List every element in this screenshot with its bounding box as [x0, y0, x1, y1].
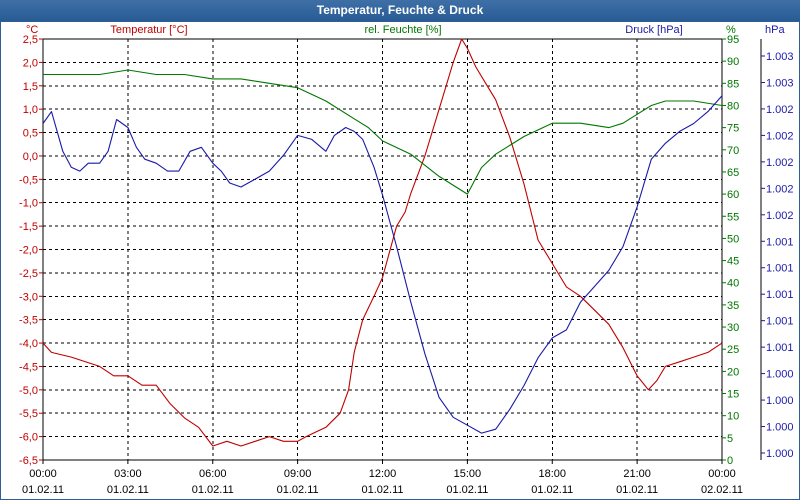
chart-frame: 2,5 2,0 1,5 1,0 0,5 0,0 -0,5 -1,0 -1,5 -2,0 -2,5 -3… [0, 21, 800, 500]
pressure-tick-label: 1.002 [766, 104, 794, 116]
x-tick-time-label: 21:00 [623, 468, 651, 480]
grid-layer [43, 39, 722, 460]
humidity-tick-label: 30 [727, 322, 739, 334]
humidity-legend-label: rel. Feuchte [%] [364, 24, 441, 36]
temperature-series-line [42, 38, 723, 447]
x-tick-time-label: 12:00 [369, 468, 397, 480]
temperature-tick-label: -6,5 [19, 455, 38, 467]
x-tick-date-label: 01.02.11 [107, 484, 149, 496]
pressure-tick-label: 1.003 [766, 77, 794, 89]
humidity-tick-label: 35 [727, 300, 739, 312]
humidity-tick-label: 80 [727, 100, 739, 112]
x-tick-date-label: 01.02.11 [192, 484, 234, 496]
chart-title: Temperatur, Feuchte & Druck [316, 3, 484, 17]
pressure-tick-label: 1.002 [766, 130, 794, 142]
temperature-tick-label: 2,0 [23, 57, 38, 69]
temperature-tick-label: 0,0 [23, 151, 38, 163]
x-tick-date-label: 01.02.11 [22, 484, 64, 496]
temperature-legend-label: Temperatur [°C] [110, 24, 187, 36]
series-layer [42, 38, 723, 447]
humidity-tick-label: 0 [727, 455, 733, 467]
x-tick-date-label: 01.02.11 [446, 484, 488, 496]
temperature-tick-label: -3,5 [19, 315, 38, 327]
pressure-tick-label: 1.001 [766, 289, 794, 301]
temperature-tick-label: -5,5 [19, 408, 38, 420]
x-tick-time-label: 06:00 [199, 468, 227, 480]
humidity-tick-label: 75 [727, 123, 739, 135]
humidity-tick-label: 45 [727, 256, 739, 268]
pressure-unit-label: hPa [765, 24, 785, 36]
humidity-tick-label: 15 [727, 389, 739, 401]
pressure-tick-label: 1.001 [766, 316, 794, 328]
humidity-tick-label: 20 [727, 366, 739, 378]
pressure-tick-label: 1.001 [766, 342, 794, 354]
humidity-tick-label: 85 [727, 78, 739, 90]
pressure-tick-label: 1.000 [766, 369, 794, 381]
pressure-series-line [42, 95, 723, 434]
labels-layer: 2,5 2,0 1,5 1,0 0,5 0,0 -0,5 -1,0 -1,5 -2,0 -2,5 -3… [19, 24, 794, 496]
temperature-tick-label: 0,5 [23, 128, 38, 140]
humidity-unit-label: % [726, 24, 736, 36]
humidity-series-line [43, 69, 723, 195]
x-tick-time-label: 03:00 [114, 468, 142, 480]
temperature-tick-label: -2,5 [19, 268, 38, 280]
temperature-tick-label: -0,5 [19, 174, 38, 186]
pressure-tick-label: 1.002 [766, 183, 794, 195]
pressure-tick-label: 1.000 [766, 395, 794, 407]
x-tick-time-label: 18:00 [538, 468, 566, 480]
humidity-tick-label: 40 [727, 278, 739, 290]
temperature-tick-label: -5,0 [19, 385, 38, 397]
pressure-tick-label: 1.000 [766, 448, 794, 460]
temperature-tick-label: -3,0 [19, 291, 38, 303]
x-tick-date-label: 01.02.11 [361, 484, 403, 496]
x-tick-date-label: 02.02.11 [701, 484, 743, 496]
temperature-tick-label: 1,5 [23, 81, 38, 93]
chart-title-bar: Temperatur, Feuchte & Druck [0, 0, 800, 21]
chart-svg: 2,5 2,0 1,5 1,0 0,5 0,0 -0,5 -1,0 -1,5 -2,0 -2,5 -3… [19, 24, 794, 496]
pressure-legend-label: Druck [hPa] [625, 24, 682, 36]
humidity-tick-label: 50 [727, 233, 739, 245]
x-tick-time-label: 00:00 [708, 468, 736, 480]
pressure-tick-label: 1.001 [766, 236, 794, 248]
x-tick-date-label: 01.02.11 [277, 484, 319, 496]
temperature-tick-label: -1,0 [19, 198, 38, 210]
temperature-tick-label: -4,0 [19, 338, 38, 350]
temperature-tick-label: -4,5 [19, 361, 38, 373]
x-tick-time-label: 15:00 [454, 468, 482, 480]
humidity-tick-label: 5 [727, 433, 733, 445]
temperature-unit-label: °C [26, 24, 38, 36]
pressure-tick-label: 1.000 [766, 422, 794, 434]
humidity-tick-label: 60 [727, 189, 739, 201]
temperature-tick-label: -2,0 [19, 245, 38, 257]
temperature-tick-label: 2,5 [23, 34, 38, 46]
humidity-tick-label: 95 [727, 34, 739, 46]
x-tick-time-label: 00:00 [29, 468, 57, 480]
temperature-tick-label: -6,0 [19, 432, 38, 444]
humidity-tick-label: 55 [727, 211, 739, 223]
humidity-tick-label: 70 [727, 145, 739, 157]
humidity-tick-label: 25 [727, 344, 739, 356]
pressure-tick-label: 1.001 [766, 263, 794, 275]
x-tick-date-label: 01.02.11 [531, 484, 573, 496]
axes-layer [39, 38, 765, 464]
humidity-tick-label: 65 [727, 167, 739, 179]
pressure-tick-label: 1.003 [766, 51, 794, 63]
pressure-tick-label: 1.002 [766, 157, 794, 169]
temperature-tick-label: 1,0 [23, 104, 38, 116]
humidity-tick-label: 90 [727, 56, 739, 68]
pressure-tick-label: 1.002 [766, 210, 794, 222]
x-tick-time-label: 09:00 [284, 468, 312, 480]
x-tick-date-label: 01.02.11 [616, 484, 658, 496]
humidity-tick-label: 10 [727, 411, 739, 423]
temperature-tick-label: -1,5 [19, 221, 38, 233]
